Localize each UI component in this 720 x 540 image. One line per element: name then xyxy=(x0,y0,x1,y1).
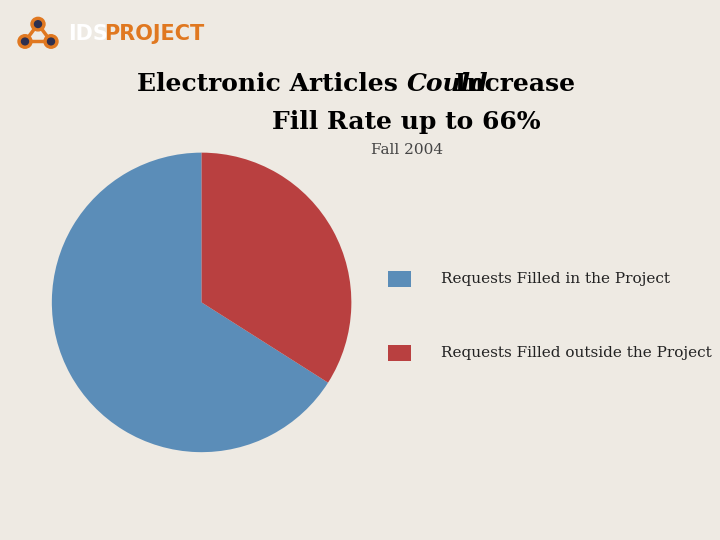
Circle shape xyxy=(31,17,45,31)
Bar xyxy=(387,271,411,287)
Text: IDS: IDS xyxy=(68,24,108,44)
Circle shape xyxy=(18,35,32,48)
Text: Fill Rate up to 66%: Fill Rate up to 66% xyxy=(272,110,541,133)
Circle shape xyxy=(44,35,58,48)
Text: Increase: Increase xyxy=(446,72,575,96)
Circle shape xyxy=(35,21,42,28)
Text: Electronic Articles: Electronic Articles xyxy=(138,72,407,96)
Wedge shape xyxy=(52,153,328,452)
Text: Requests Filled outside the Project: Requests Filled outside the Project xyxy=(441,346,711,360)
Bar xyxy=(387,345,411,361)
Wedge shape xyxy=(202,153,351,383)
Text: PROJECT: PROJECT xyxy=(104,24,204,44)
Text: Fall 2004: Fall 2004 xyxy=(371,143,443,157)
Text: Requests Filled in the Project: Requests Filled in the Project xyxy=(441,272,670,286)
Text: Could: Could xyxy=(407,72,488,96)
Circle shape xyxy=(48,38,55,45)
Circle shape xyxy=(22,38,29,45)
